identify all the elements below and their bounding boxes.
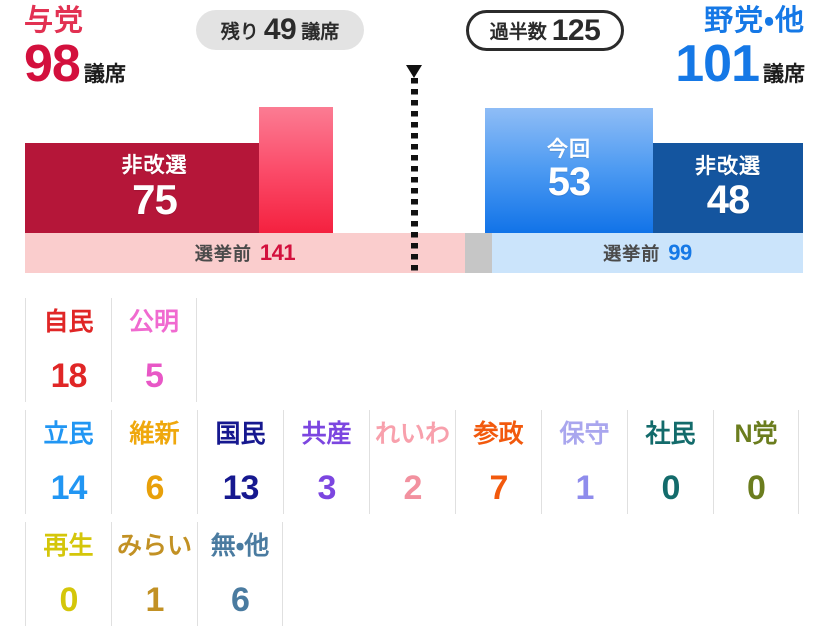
- party-name: 社民: [645, 419, 696, 448]
- party-cell-国民[interactable]: 国民 13: [197, 410, 283, 514]
- party-name: 国民: [215, 419, 266, 448]
- party-name: 立民: [43, 419, 94, 448]
- opposition-summary: 野党・他 101 議席: [675, 5, 805, 91]
- pre-election-bar-opposition: 選挙前 99: [492, 233, 803, 273]
- party-seat-count: 6: [145, 468, 165, 507]
- party-seat-count: 18: [50, 356, 88, 395]
- party-name: 公明: [128, 307, 179, 336]
- ruling-total-value: 98: [24, 35, 81, 94]
- party-cell-立民[interactable]: 立民 14: [25, 410, 111, 514]
- party-cell-みらい[interactable]: みらい 1: [111, 522, 197, 626]
- party-name: 共産: [301, 419, 352, 448]
- party-cell-公明[interactable]: 公明 5: [111, 298, 197, 402]
- opposition-total-row: 101 議席: [675, 38, 805, 90]
- ruling-total-row: 98 議席: [24, 38, 126, 90]
- party-cell-社民[interactable]: 社民 0: [627, 410, 713, 514]
- majority-badge: 過半数 125: [466, 10, 624, 51]
- party-row: 自民 18 公明 5: [25, 298, 805, 402]
- remaining-seats-unit: 議席: [301, 21, 340, 43]
- ruling-label: 与党: [24, 5, 85, 37]
- majority-marker-triangle-icon: [406, 65, 422, 78]
- party-seat-count: 0: [59, 580, 79, 619]
- ruling-summary: 与党 98 議席: [24, 5, 126, 91]
- party-cell-維新[interactable]: 維新 6: [111, 410, 197, 514]
- pre-election-bar-ruling: 選挙前 141: [25, 233, 465, 273]
- party-name: 再生: [43, 531, 94, 560]
- party-name: みらい: [116, 531, 192, 560]
- pre-election-ruling-label: 選挙前: [194, 244, 252, 264]
- party-name: 維新: [129, 419, 180, 448]
- bar-segment-opposition-held: 非改選 48: [653, 143, 803, 233]
- pre-election-ruling-value: 141: [259, 240, 296, 265]
- majority-value: 125: [551, 13, 601, 47]
- party-name: 保守: [559, 419, 610, 448]
- bar-segment-ruling-held-value: 75: [132, 175, 178, 223]
- party-name: れいわ: [374, 419, 450, 448]
- opposition-total-value: 101: [675, 35, 760, 94]
- party-seat-count: 7: [489, 468, 509, 507]
- party-cell-共産[interactable]: 共産 3: [283, 410, 369, 514]
- party-cell-自民[interactable]: 自民 18: [25, 298, 111, 402]
- party-seat-count: 13: [222, 468, 260, 507]
- party-cell-N党[interactable]: N党 0: [713, 410, 799, 514]
- party-row: 再生 0 みらい 1 無・他 6: [25, 522, 805, 626]
- party-cell-無・他[interactable]: 無・他 6: [197, 522, 283, 626]
- party-cell-参政[interactable]: 参政 7: [455, 410, 541, 514]
- party-seat-count: 14: [50, 468, 88, 507]
- opposition-total-unit: 議席: [763, 63, 805, 87]
- bar-segment-ruling-held: 非改選 75: [25, 143, 284, 233]
- party-seat-count: 2: [403, 468, 423, 507]
- party-name: 無・他: [210, 531, 270, 560]
- bar-segment-opposition-new-value: 53: [547, 160, 591, 205]
- party-cell-保守[interactable]: 保守 1: [541, 410, 627, 514]
- party-seat-count: 1: [575, 468, 595, 507]
- bar-segment-opposition-new: 今回 53: [485, 108, 653, 233]
- pre-election-opposition-value: 99: [668, 240, 692, 265]
- party-name: 自民: [43, 307, 94, 336]
- party-seat-count: 6: [231, 580, 250, 619]
- majority-label: 過半数: [489, 22, 547, 43]
- party-seat-count: 5: [145, 356, 164, 395]
- majority-dotted-line: [411, 78, 418, 273]
- party-cell-れいわ[interactable]: れいわ 2: [369, 410, 455, 514]
- pre-election-opposition-label: 選挙前: [603, 244, 661, 264]
- ruling-total-unit: 議席: [83, 63, 126, 87]
- party-seat-table: 自民 18 公明 5 立民 14 維新 6 国民 13 共産 3 れいわ 2 参政 7 保守 1 社民 0 N党 0 再生 0…: [25, 298, 805, 634]
- party-cell-再生[interactable]: 再生 0: [25, 522, 111, 626]
- bar-segment-opposition-new-caption: 今回: [547, 137, 591, 161]
- party-seat-count: 3: [317, 468, 337, 507]
- opposition-label: 野党・他: [704, 5, 805, 37]
- party-name: N党: [734, 419, 778, 448]
- remaining-seats-value: 49: [263, 13, 297, 46]
- header: 与党 98 議席 野党・他 101 議席 残り 49 議席 過半数 125: [0, 0, 829, 105]
- remaining-seats-badge: 残り 49 議席: [196, 10, 364, 50]
- party-seat-count: 0: [661, 468, 681, 507]
- bar-segment-opposition-held-caption: 非改選: [695, 155, 761, 179]
- bar-segment-opposition-held-value: 48: [706, 177, 750, 222]
- bar-segment-ruling-new: [259, 107, 333, 233]
- pre-election-bar-gap: [465, 233, 492, 273]
- party-seat-count: 1: [145, 580, 165, 619]
- seat-bar-chart: 非改選 75 今回 53 非改選 48 選挙前 141 選挙前 99: [0, 0, 829, 285]
- remaining-seats-label: 残り: [220, 21, 259, 43]
- party-seat-count: 0: [747, 468, 766, 507]
- bar-segment-ruling-held-caption: 非改選: [121, 154, 188, 178]
- party-row: 立民 14 維新 6 国民 13 共産 3 れいわ 2 参政 7 保守 1 社民 0 N党 0: [25, 410, 805, 514]
- party-name: 参政: [473, 419, 524, 448]
